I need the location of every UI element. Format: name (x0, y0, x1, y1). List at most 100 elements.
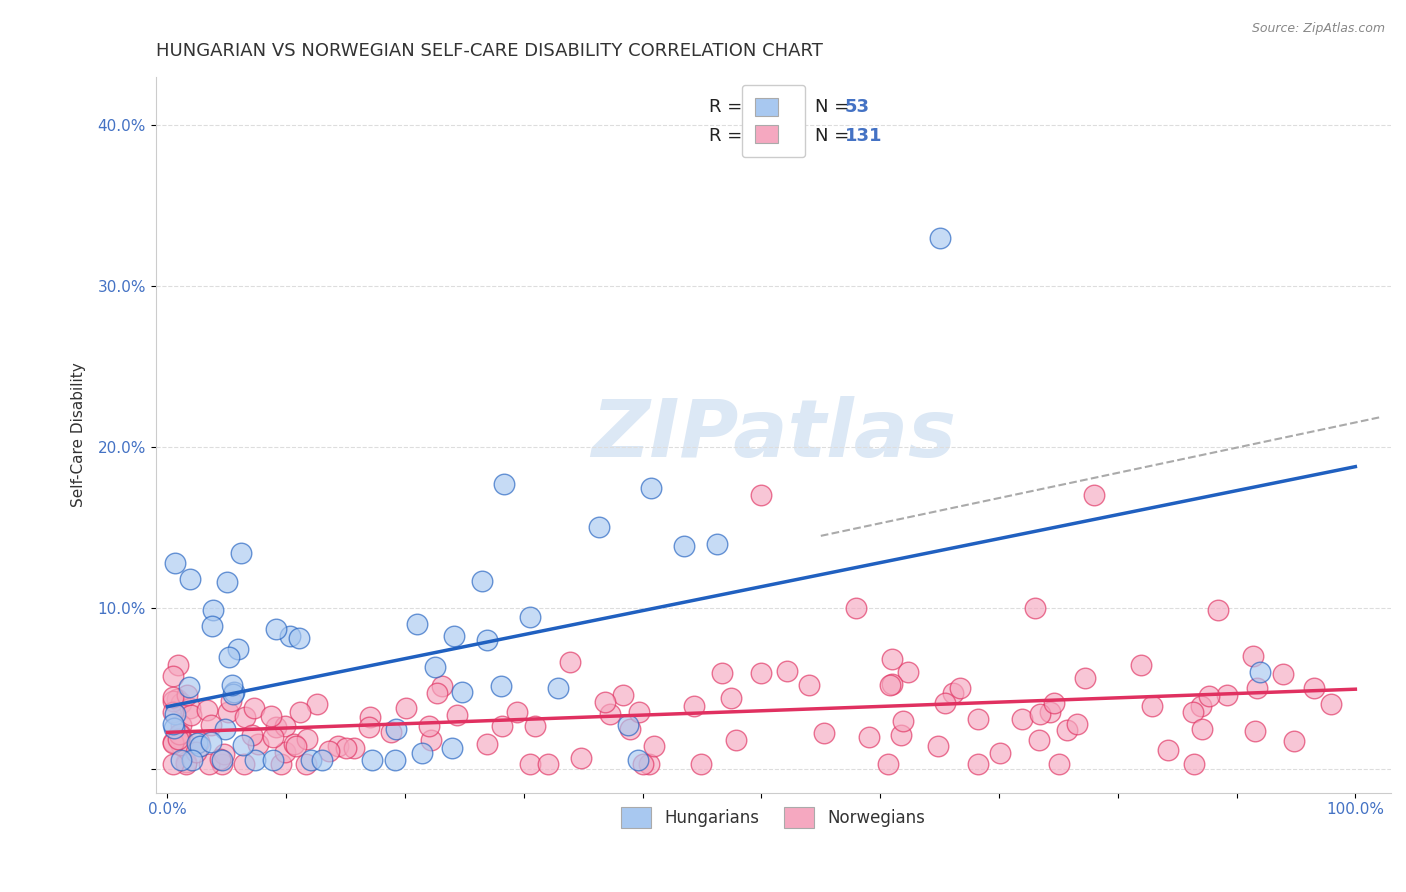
Norwegians (1140, 699, 1163, 714)
Norwegians (169, 738, 191, 752)
Norwegians (328, 739, 350, 753)
Norwegians (162, 705, 184, 719)
Norwegians (612, 688, 634, 702)
Hungarians (201, 618, 224, 632)
Text: ZIPatlas: ZIPatlas (591, 396, 956, 474)
Hungarians (411, 746, 433, 760)
Norwegians (1011, 712, 1033, 726)
Norwegians (167, 727, 190, 741)
Hungarians (706, 536, 728, 550)
Hungarians (170, 754, 193, 768)
Text: 0.296: 0.296 (747, 127, 803, 145)
Hungarians (162, 716, 184, 731)
Hungarians (491, 679, 513, 693)
Norwegians (162, 694, 184, 708)
Norwegians (749, 666, 772, 681)
Norwegians (724, 733, 747, 747)
Hungarians (226, 642, 249, 657)
Y-axis label: Self-Care Disability: Self-Care Disability (72, 362, 86, 507)
Norwegians (966, 756, 988, 771)
Norwegians (446, 707, 468, 722)
Norwegians (242, 701, 264, 715)
Norwegians (246, 737, 269, 751)
Norwegians (1083, 488, 1105, 502)
Norwegians (966, 712, 988, 726)
Norwegians (797, 678, 820, 692)
Norwegians (927, 739, 949, 754)
Norwegians (858, 730, 880, 744)
Norwegians (569, 750, 592, 764)
Norwegians (305, 697, 328, 711)
Norwegians (233, 756, 256, 771)
Norwegians (219, 694, 242, 708)
Hungarians (163, 706, 186, 721)
Norwegians (295, 732, 318, 747)
Norwegians (506, 706, 529, 720)
Norwegians (169, 718, 191, 732)
Text: 53: 53 (845, 98, 870, 116)
Norwegians (896, 665, 918, 679)
Text: Source: ZipAtlas.com: Source: ZipAtlas.com (1251, 22, 1385, 36)
Norwegians (162, 690, 184, 704)
Hungarians (222, 687, 245, 701)
Hungarians (928, 230, 950, 244)
Norwegians (186, 745, 208, 759)
Norwegians (711, 665, 734, 680)
Norwegians (262, 730, 284, 744)
Text: 131: 131 (845, 127, 883, 145)
Hungarians (163, 721, 186, 735)
Norwegians (891, 714, 914, 728)
Norwegians (426, 686, 449, 700)
Norwegians (419, 733, 441, 747)
Hungarians (186, 736, 208, 750)
Norwegians (343, 741, 366, 756)
Norwegians (162, 736, 184, 750)
Norwegians (1182, 705, 1205, 719)
Hungarians (406, 617, 429, 632)
Norwegians (1066, 717, 1088, 731)
Norwegians (1216, 688, 1239, 702)
Norwegians (1198, 690, 1220, 704)
Norwegians (166, 691, 188, 706)
Hungarians (232, 738, 254, 752)
Norwegians (270, 756, 292, 771)
Norwegians (242, 728, 264, 742)
Hungarians (200, 735, 222, 749)
Hungarians (451, 685, 474, 699)
Norwegians (682, 698, 704, 713)
Hungarians (179, 680, 201, 694)
Norwegians (274, 719, 297, 733)
Norwegians (1028, 733, 1050, 747)
Norwegians (380, 725, 402, 739)
Norwegians (335, 741, 357, 756)
Hungarians (1249, 665, 1271, 679)
Hungarians (217, 574, 239, 589)
Norwegians (176, 688, 198, 702)
Norwegians (475, 737, 498, 751)
Norwegians (751, 488, 773, 502)
Hungarians (471, 574, 494, 588)
Norwegians (283, 737, 305, 751)
Norwegians (1302, 681, 1324, 695)
Legend: Hungarians, Norwegians: Hungarians, Norwegians (614, 801, 932, 834)
Norwegians (638, 756, 661, 771)
Norwegians (934, 697, 956, 711)
Norwegians (776, 664, 799, 678)
Hungarians (385, 723, 408, 737)
Norwegians (162, 669, 184, 683)
Hungarians (547, 681, 569, 696)
Text: HUNGARIAN VS NORWEGIAN SELF-CARE DISABILITY CORRELATION CHART: HUNGARIAN VS NORWEGIAN SELF-CARE DISABIL… (156, 42, 823, 60)
Norwegians (1047, 756, 1070, 771)
Hungarians (617, 717, 640, 731)
Text: N =: N = (815, 127, 855, 145)
Norwegians (1282, 734, 1305, 748)
Norwegians (845, 600, 868, 615)
Norwegians (170, 696, 193, 710)
Hungarians (443, 629, 465, 643)
Norwegians (1130, 658, 1153, 673)
Hungarians (222, 685, 245, 699)
Norwegians (214, 747, 236, 761)
Norwegians (217, 705, 239, 719)
Text: R =: R = (709, 127, 748, 145)
Hungarians (494, 476, 516, 491)
